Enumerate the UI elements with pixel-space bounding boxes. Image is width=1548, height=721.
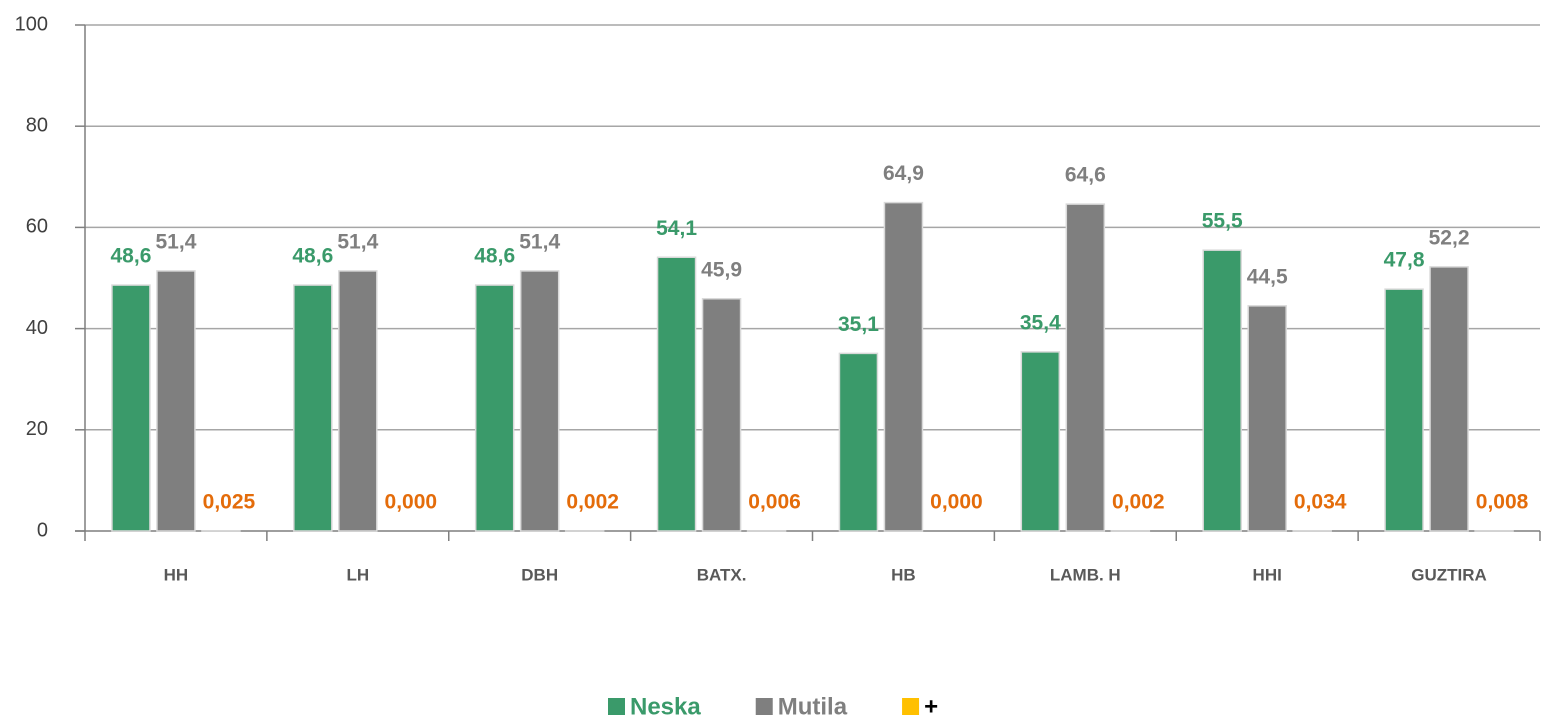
bar	[656, 256, 697, 532]
y-tick-label: 0	[37, 519, 48, 541]
bar	[1429, 266, 1469, 532]
bar	[519, 270, 560, 532]
x-tick-label: DBH	[521, 565, 558, 584]
x-tick-label: HHI	[1253, 565, 1282, 584]
x-tick-label: BATX.	[697, 565, 747, 584]
bar	[1384, 288, 1424, 532]
value-label: 51,4	[337, 230, 378, 253]
bar	[1247, 305, 1287, 532]
x-tick-label: GUZTIRA	[1411, 565, 1487, 584]
x-tick-label: LAMB. H	[1050, 565, 1121, 584]
y-tick-label: 20	[26, 418, 48, 440]
bar	[1065, 203, 1106, 532]
bar	[1202, 249, 1242, 532]
x-tick-label: LH	[346, 565, 369, 584]
value-label: 51,4	[519, 230, 560, 253]
value-label: 0,006	[748, 491, 801, 514]
bar	[1020, 351, 1061, 532]
value-label: 0,025	[203, 490, 256, 513]
legend-label: Neska	[630, 693, 701, 720]
value-label: 44,5	[1247, 265, 1288, 288]
legend-label: Mutila	[778, 693, 848, 720]
value-label: 0,000	[385, 491, 438, 514]
value-label: 48,6	[474, 245, 515, 268]
value-label: 48,6	[111, 245, 152, 268]
bar	[111, 284, 151, 532]
value-label: 51,4	[156, 230, 197, 253]
legend-label: +	[924, 693, 938, 720]
bar	[701, 297, 742, 532]
value-label: 45,9	[701, 258, 742, 281]
value-label: 64,9	[883, 162, 924, 185]
bar	[338, 270, 378, 532]
y-tick-label: 40	[26, 317, 48, 339]
value-label: 0,000	[930, 491, 983, 514]
y-tick-label: 60	[26, 216, 48, 238]
bar	[474, 284, 515, 532]
value-label: 0,034	[1294, 490, 1347, 513]
value-label: 0,002	[566, 491, 619, 514]
x-tick-label: HH	[164, 565, 189, 584]
y-tick-label: 100	[15, 13, 48, 35]
bar	[293, 284, 333, 532]
value-label: 0,002	[1112, 491, 1165, 514]
legend-swatch	[755, 698, 773, 715]
value-label: 35,4	[1020, 311, 1061, 334]
legend-swatch	[902, 698, 920, 715]
x-tick-label: HB	[891, 565, 916, 584]
value-label: 55,5	[1202, 210, 1243, 233]
value-label: 47,8	[1384, 249, 1425, 272]
value-label: 52,2	[1429, 226, 1470, 249]
legend-swatch	[608, 698, 625, 715]
value-label: 35,1	[838, 313, 879, 336]
bar	[883, 201, 924, 532]
value-label: 0,008	[1476, 491, 1529, 514]
value-label: 48,6	[292, 245, 333, 268]
bar	[156, 270, 196, 532]
y-tick-label: 80	[26, 114, 48, 136]
value-label: 54,1	[656, 217, 697, 240]
value-label: 64,6	[1065, 164, 1106, 187]
bar	[838, 352, 879, 532]
